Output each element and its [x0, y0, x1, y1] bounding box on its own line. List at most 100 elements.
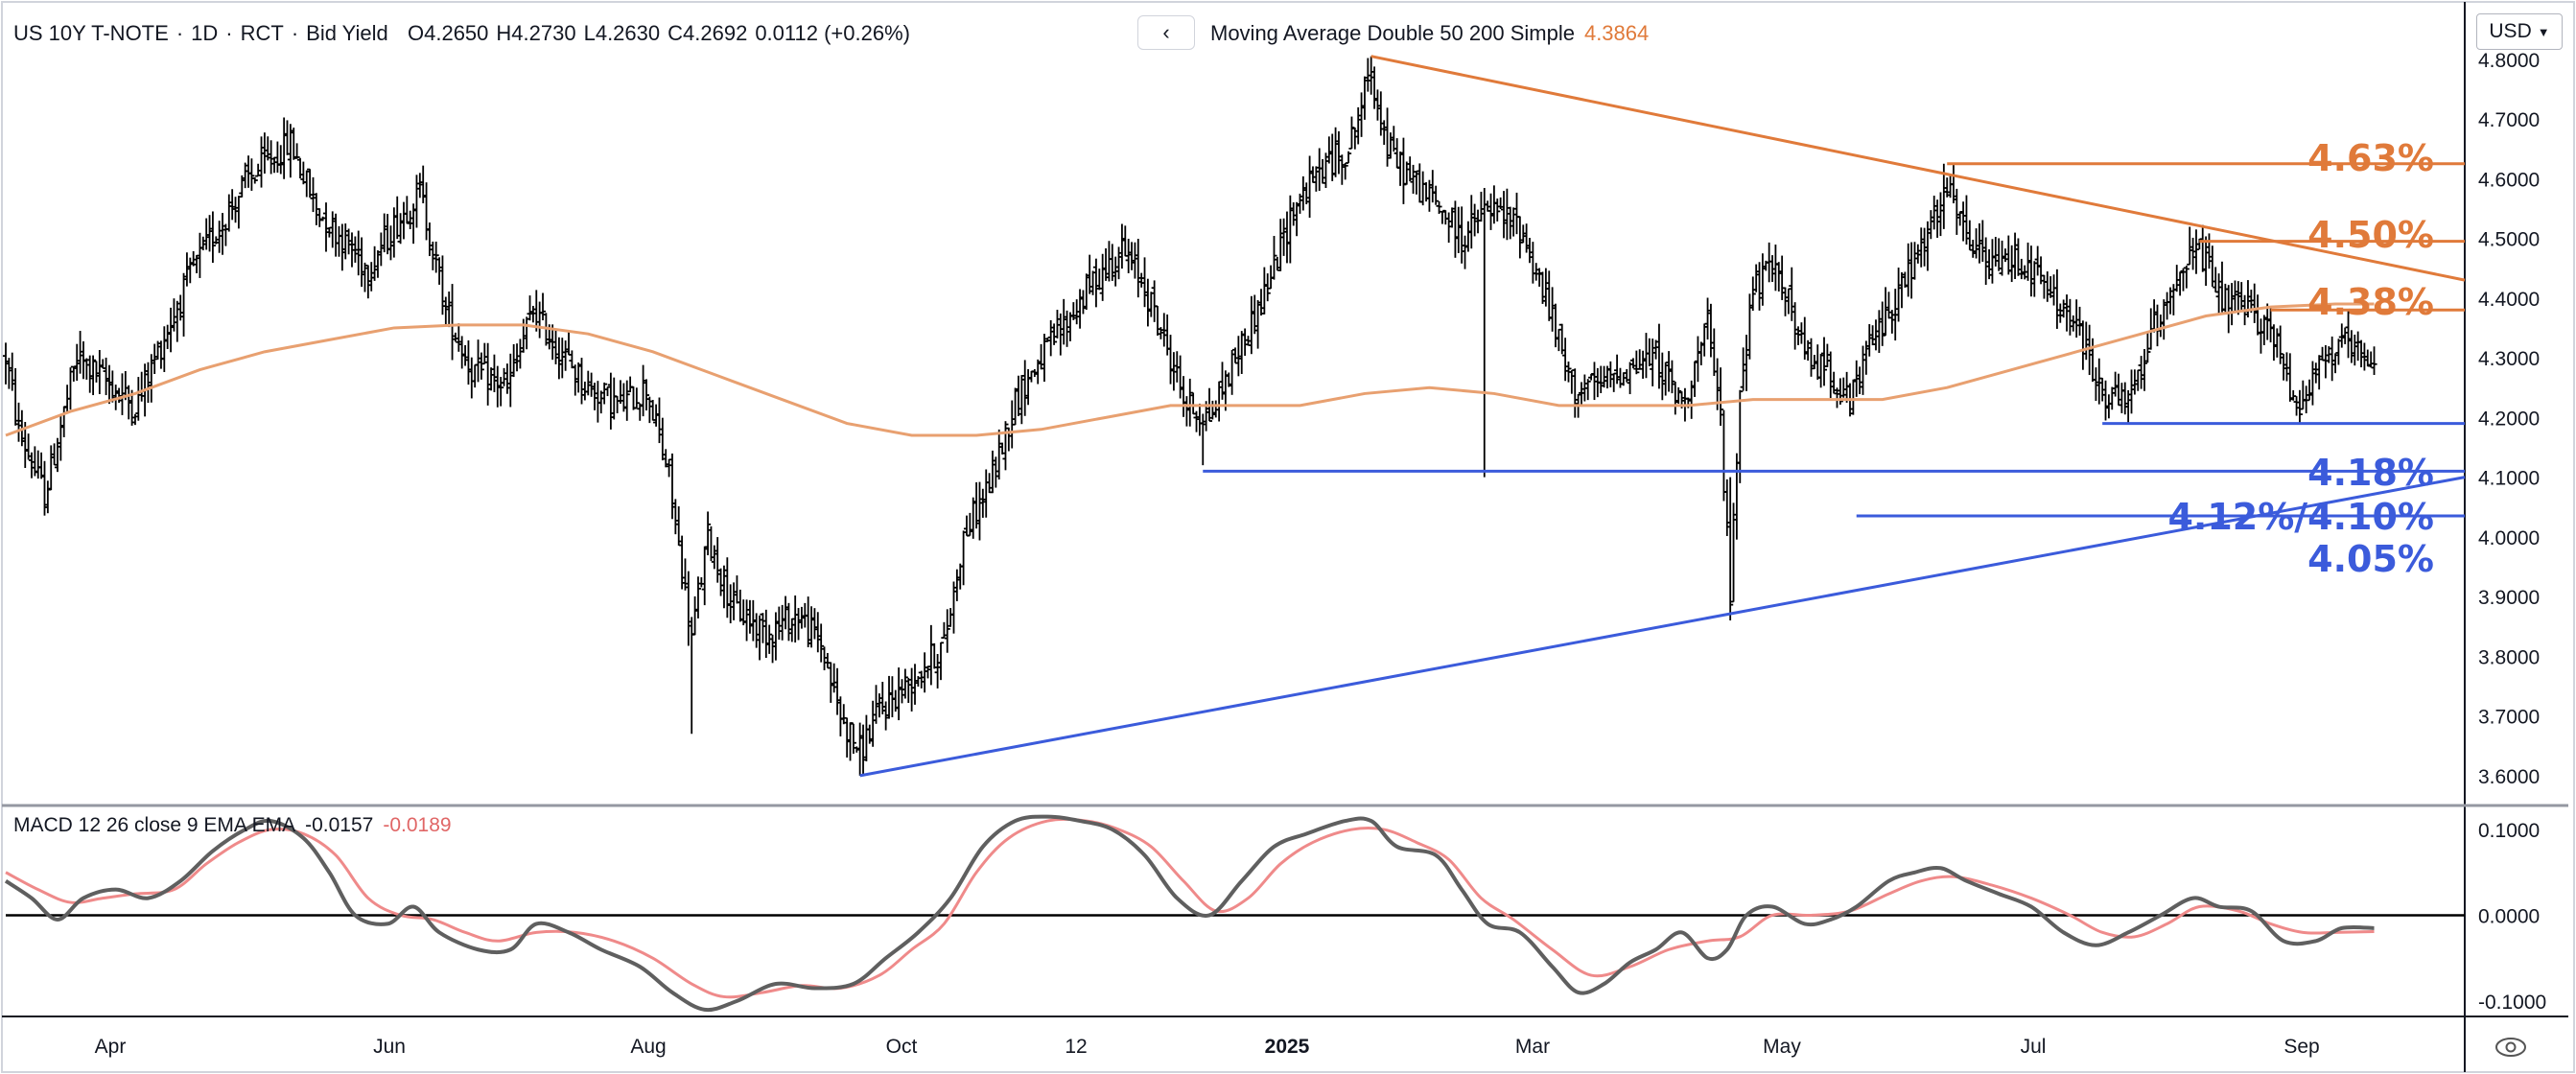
chevron-left-icon: ‹: [1162, 20, 1170, 44]
ohlc-bar: [1490, 185, 1497, 224]
ohlc-bar: [1650, 339, 1656, 386]
interval[interactable]: 1D: [191, 21, 219, 45]
level-label: 4.18%: [2307, 452, 2434, 494]
ohlc-bar: [1109, 244, 1115, 281]
ohlc-bar: [2173, 265, 2180, 292]
ohlc-bar: [585, 370, 592, 396]
ohlc-bar: [277, 145, 284, 175]
ohlc-bar: [1320, 158, 1326, 184]
header-sep-3: ·: [291, 21, 299, 45]
ohlc-bar: [1021, 360, 1028, 416]
ohlc-bar: [44, 480, 51, 514]
ohlc-bar: [242, 162, 248, 189]
chart-settings-button[interactable]: [2492, 1030, 2530, 1064]
time-tick-label: Jul: [2021, 1036, 2047, 1058]
ohlc-bar: [539, 292, 547, 321]
ohlc-bar: [1879, 301, 1885, 346]
signal-line[interactable]: [5, 817, 2375, 999]
header-sep-2: ·: [225, 21, 233, 45]
ohlc-bar: [501, 367, 507, 386]
ohlc-bar: [1252, 294, 1258, 335]
eye-icon: [2495, 1038, 2526, 1057]
ohlc-bar: [2038, 256, 2045, 285]
ohlc-bar: [1744, 335, 1750, 391]
ohlc-bar: [762, 609, 769, 659]
ohlc-bar: [1393, 138, 1400, 169]
ohlc-bar: [863, 714, 870, 761]
ohlc-bar: [1872, 319, 1880, 351]
ohlc-bar: [2164, 292, 2170, 320]
ohlc-bar: [779, 604, 785, 641]
currency-selector[interactable]: USD ▼: [2476, 13, 2563, 50]
ohlc-bar: [2157, 315, 2164, 338]
ohlc-bar: [255, 163, 262, 177]
macd-legend[interactable]: MACD 12 26 close 9 EMA EMA -0.0157 -0.0189: [13, 814, 452, 837]
ohlc-bar: [734, 575, 740, 604]
ohlc-bar: [1400, 137, 1407, 204]
indicator-label: Moving Average Double 50 200 Simple: [1210, 21, 1575, 45]
ohlc-bar: [216, 221, 222, 253]
ohlc-bar: [1646, 338, 1652, 367]
ohlc-bar: [1950, 165, 1956, 204]
ohlc-bar: [2147, 308, 2154, 350]
ohlc-bar: [2119, 383, 2125, 413]
ohlc-bar: [682, 558, 689, 591]
ohlc-bar: [788, 618, 795, 642]
ohlc-bar: [1692, 360, 1698, 397]
ohlc-bar: [1581, 374, 1588, 402]
ohlc-bar: [2332, 353, 2339, 374]
ohlc-bar: [378, 232, 385, 267]
indicator-legend[interactable]: Moving Average Double 50 200 Simple 4.386…: [1210, 21, 1649, 46]
ohlc-bar: [1918, 227, 1925, 268]
moving-average-line[interactable]: [5, 302, 2375, 437]
ohlc-bar: [569, 350, 575, 369]
ohlc-bar: [1772, 245, 1779, 292]
ohlc-bar: [1552, 303, 1559, 348]
macd-label: MACD 12 26 close 9 EMA EMA: [13, 814, 296, 836]
ohlc-bar: [1361, 76, 1368, 120]
ohlc-bar: [390, 207, 397, 258]
ohlc-bar: [1268, 265, 1275, 290]
ohlc-bar: [103, 357, 109, 396]
ohlc-bar: [844, 717, 851, 758]
ohlc-bar: [2296, 389, 2303, 424]
ohlc-bar: [436, 257, 443, 285]
ohlc-bar: [1963, 195, 1970, 245]
ohlc-bar: [203, 218, 210, 250]
ohlc-bar: [1840, 377, 1847, 398]
ohlc-bar: [1721, 409, 1727, 502]
ohlc-bar: [164, 324, 171, 349]
ohlc-bar: [507, 353, 514, 408]
ohlc-bar: [1433, 185, 1440, 205]
ohlc-bar: [1115, 246, 1122, 280]
symbol-name[interactable]: US 10Y T-NOTE: [13, 21, 169, 45]
ohlc-bar: [2229, 283, 2236, 326]
resistance-trendline[interactable]: [1370, 55, 2466, 282]
ohlc-bar: [960, 530, 967, 586]
ohlc-bar: [1122, 225, 1129, 257]
ohlc-bar: [1015, 375, 1021, 416]
collapse-indicators-button[interactable]: ‹: [1137, 15, 1195, 50]
macd-line[interactable]: [4, 814, 2375, 1013]
price-tick-label: 4.5000: [2478, 229, 2540, 251]
ohlc-bar: [232, 197, 239, 223]
ohlc-bar: [856, 722, 863, 776]
ohlc-bar: [1672, 382, 1678, 415]
ohlc-bar: [404, 196, 410, 224]
currency-label: USD: [2489, 20, 2532, 42]
ohlc-bar: [879, 681, 886, 714]
ohlc-bar: [77, 331, 83, 374]
ohlc-bar: [2255, 294, 2261, 336]
price-tick-label: 4.3000: [2478, 348, 2540, 370]
ohlc-bar: [724, 557, 731, 619]
support-trendline[interactable]: [859, 476, 2466, 778]
ohlc-bar: [2354, 331, 2361, 362]
ohlc-bar: [1351, 127, 1358, 150]
ohlc-bar: [1436, 200, 1442, 215]
ohlc-bar: [1231, 347, 1239, 364]
ohlc-bar: [6, 358, 12, 389]
ohlc-bar: [468, 357, 475, 399]
ohlc-bar: [944, 609, 950, 653]
ohlc-bar: [2260, 315, 2267, 345]
